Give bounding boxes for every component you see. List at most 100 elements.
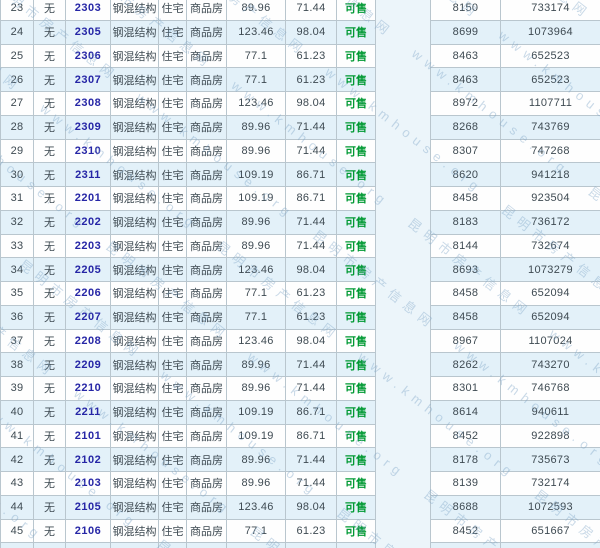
room-number-link[interactable]: 2303 [65,0,111,21]
room-number-link[interactable]: 2307 [65,67,111,92]
table-row: 43 无 2103 钢混结构 住宅 商品房 89.96 71.44 可售 8139 732174 [0,471,600,496]
room-number-link[interactable]: 2211 [65,399,111,425]
cell-floor-area: 89.96 [226,114,286,140]
cell-total-price: 733174 [500,0,600,21]
cell-floor-area: 89.96 [226,209,286,235]
room-number-link[interactable]: 2102 [65,447,111,472]
table-row: 32 无 2202 钢混结构 住宅 商品房 89.96 71.44 可售 8183 736172 [0,209,600,235]
cell-floor-area: 123.46 [226,19,286,45]
table-row: 30 无 2311 钢混结构 住宅 商品房 109.19 86.71 可售 8620 941218 [0,162,600,187]
cell-mortgage-status: 无 [33,328,66,354]
room-number-link[interactable]: 2209 [65,352,111,377]
cell-merged-empty [375,162,431,187]
cell-floor-area: 123.46 [226,257,286,282]
cell-floor-area: 77.1 [226,67,286,92]
cell-floor-area: 77.1 [226,281,286,306]
status-available-badge: 可售 [336,494,376,520]
status-available-badge: 可售 [336,19,376,45]
table-row: 39 无 2210 钢混结构 住宅 商品房 89.96 71.44 可售 8301 746768 [0,376,600,401]
cell-inner-area: 71.44 [285,114,337,140]
room-number-link[interactable]: 2306 [65,43,111,69]
cell-property-type: 商品房 [186,162,227,187]
cell-mortgage-status: 无 [33,209,66,235]
cell-purpose: 住宅 [158,138,187,164]
room-number-link[interactable]: 2201 [65,186,111,211]
status-available-badge: 可售 [336,328,376,354]
status-available-badge: 可售 [336,162,376,187]
cell-inner-area: 71.44 [285,138,337,164]
cell-structure: 钢混结构 [110,91,159,116]
room-number-link[interactable]: 2310 [65,138,111,164]
cell-row-number: 39 [0,376,34,401]
table-row: 27 无 2308 钢混结构 住宅 商品房 123.46 98.04 可售 8972 1107711 [0,91,600,116]
cell-mortgage-status: 无 [33,399,66,425]
cell-total-price: 652523 [500,67,600,92]
cell-merged-empty [375,305,431,329]
room-number-link[interactable]: 2203 [65,233,111,259]
status-available-badge: 可售 [336,352,376,377]
room-number-link[interactable]: 2106 [65,518,111,544]
room-number-link[interactable]: 2207 [65,304,111,330]
room-number-link[interactable]: 2105 [65,494,111,520]
cell-unit-price: 8139 [430,471,501,496]
cell-unit-price: 8463 [430,67,501,92]
cell-unit-price: 8262 [430,352,501,377]
status-available-badge: 可售 [336,186,376,211]
table-row: 24 无 2305 钢混结构 住宅 商品房 123.46 98.04 可售 8699 1073964 [0,19,600,45]
cell-purpose: 住宅 [158,43,187,69]
cell-property-type: 商品房 [186,209,227,235]
cell-merged-empty [375,400,431,424]
cell-merged-empty [375,257,431,282]
cell-property-type: 商品房 [186,67,227,92]
room-number-link[interactable]: 2206 [65,281,111,306]
cell-structure: 钢混结构 [110,423,159,449]
cell-floor-area: 77.1 [226,304,286,330]
cell-unit-price: 8150 [430,0,501,21]
cell-property-type: 商品房 [186,114,227,140]
cell-row-number: 35 [0,281,34,306]
cell-structure: 钢混结构 [110,19,159,45]
cell-floor-area: 77.1 [226,542,286,548]
cell-merged-empty [375,329,431,353]
cell-inner-area: 61.23 [285,304,337,330]
cell-merged-empty [375,0,431,21]
cell-property-type: 商品房 [186,376,227,401]
room-number-link[interactable]: 2107 [65,542,111,548]
room-number-link[interactable]: 2208 [65,328,111,354]
cell-inner-area: 71.44 [285,471,337,496]
cell-unit-price: 8688 [430,494,501,520]
cell-mortgage-status: 无 [33,494,66,520]
room-number-link[interactable]: 2311 [65,162,111,187]
cell-floor-area: 89.96 [226,471,286,496]
cell-total-price: 941218 [500,162,600,187]
cell-merged-empty [375,471,431,496]
cell-merged-empty [375,186,431,211]
cell-row-number: 29 [0,138,34,164]
room-number-link[interactable]: 2309 [65,114,111,140]
cell-row-number: 30 [0,162,34,187]
cell-total-price: 651667 [500,518,600,544]
cell-purpose: 住宅 [158,67,187,92]
cell-purpose: 住宅 [158,518,187,544]
room-number-link[interactable]: 2101 [65,423,111,449]
room-number-link[interactable]: 2210 [65,376,111,401]
cell-unit-price: 8452 [430,542,501,548]
cell-mortgage-status: 无 [33,138,66,164]
cell-row-number: 37 [0,328,34,354]
cell-total-price: 940611 [500,399,600,425]
cell-mortgage-status: 无 [33,162,66,187]
cell-floor-area: 89.96 [226,233,286,259]
room-number-link[interactable]: 2308 [65,91,111,116]
cell-property-type: 商品房 [186,494,227,520]
cell-mortgage-status: 无 [33,0,66,21]
cell-row-number: 26 [0,67,34,92]
room-number-link[interactable]: 2103 [65,471,111,496]
room-number-link[interactable]: 2305 [65,19,111,45]
room-number-link[interactable]: 2202 [65,209,111,235]
cell-property-type: 商品房 [186,352,227,377]
status-available-badge: 可售 [336,43,376,69]
room-number-link[interactable]: 2205 [65,257,111,282]
status-available-badge: 可售 [336,471,376,496]
